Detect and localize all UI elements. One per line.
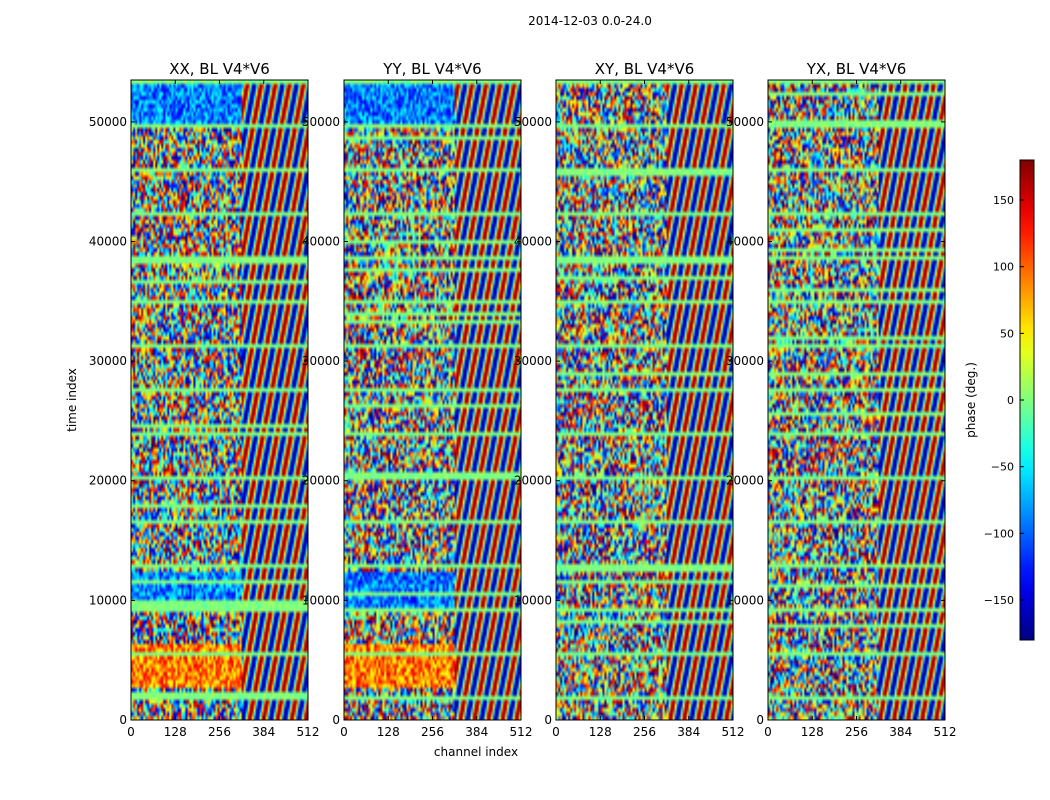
- colorbar-tick-label: 100: [993, 261, 1014, 274]
- x-tick-label: 256: [208, 725, 231, 739]
- panel-title: YX, BL V4*V6: [806, 60, 907, 78]
- y-tick-label: 10000: [89, 593, 127, 607]
- y-tick-label: 10000: [726, 593, 764, 607]
- x-tick-label: 256: [421, 725, 444, 739]
- figure-title: 2014-12-03 0.0-24.0: [528, 14, 652, 28]
- x-tick-label: 384: [465, 725, 488, 739]
- panel-heatmap: [131, 80, 308, 720]
- x-tick-label: 512: [510, 725, 533, 739]
- x-tick-label: 512: [934, 725, 957, 739]
- y-tick-label: 40000: [89, 234, 127, 248]
- x-tick-label: 0: [764, 725, 772, 739]
- x-tick-label: 128: [589, 725, 612, 739]
- panel-title: YY, BL V4*V6: [382, 60, 481, 78]
- colorbar-label: phase (deg.): [964, 362, 978, 438]
- y-tick-label: 0: [119, 713, 127, 727]
- panel-title: XY, BL V4*V6: [595, 60, 695, 78]
- panel-1: YY, BL V4*V6 0 128 256 384 512 0 10000 20000 3000…: [302, 60, 533, 739]
- x-tick-label: 256: [633, 725, 656, 739]
- y-tick-label: 20000: [514, 474, 552, 488]
- x-axis-label: channel index: [434, 745, 518, 759]
- y-tick-label: 30000: [89, 354, 127, 368]
- colorbar-tick-label: 150: [993, 194, 1014, 207]
- x-tick-label: 256: [845, 725, 868, 739]
- x-tick-label: 128: [164, 725, 187, 739]
- x-tick-label: 0: [127, 725, 135, 739]
- x-tick-label: 0: [552, 725, 560, 739]
- x-tick-label: 128: [801, 725, 824, 739]
- y-tick-label: 50000: [302, 115, 340, 129]
- y-tick-label: 30000: [514, 354, 552, 368]
- y-tick-label: 50000: [514, 115, 552, 129]
- y-tick-label: 0: [332, 713, 340, 727]
- y-tick-label: 50000: [726, 115, 764, 129]
- panel-3: YX, BL V4*V6 0 128 256 384 512 0 10000 20000 3000…: [726, 60, 957, 739]
- x-tick-label: 384: [889, 725, 912, 739]
- panel-2: XY, BL V4*V6 0 128 256 384 512 0 10000 20000 3000…: [514, 60, 745, 739]
- y-tick-label: 40000: [726, 234, 764, 248]
- y-tick-label: 50000: [89, 115, 127, 129]
- panel-title: XX, BL V4*V6: [169, 60, 270, 78]
- y-tick-label: 20000: [89, 474, 127, 488]
- y-tick-label: 30000: [302, 354, 340, 368]
- y-tick-label: 40000: [302, 234, 340, 248]
- y-tick-label: 10000: [302, 593, 340, 607]
- x-tick-label: 512: [297, 725, 320, 739]
- y-tick-label: 30000: [726, 354, 764, 368]
- y-tick-label: 10000: [514, 593, 552, 607]
- y-axis-label: time index: [65, 368, 79, 432]
- panel-heatmap: [556, 80, 733, 720]
- colorbar-tick-label: −150: [984, 594, 1014, 607]
- colorbar-tick-label: −50: [991, 461, 1014, 474]
- x-tick-label: 384: [677, 725, 700, 739]
- colorbar-tick-label: −100: [984, 527, 1014, 540]
- panel-heatmap: [344, 80, 521, 720]
- y-tick-label: 20000: [302, 474, 340, 488]
- x-tick-label: 128: [377, 725, 400, 739]
- y-tick-label: 0: [544, 713, 552, 727]
- y-tick-label: 20000: [726, 474, 764, 488]
- x-tick-label: 384: [252, 725, 275, 739]
- colorbar-tick-label: 0: [1007, 394, 1014, 407]
- panel-heatmap: [768, 80, 945, 720]
- x-tick-label: 512: [722, 725, 745, 739]
- y-tick-label: 0: [756, 713, 764, 727]
- x-tick-label: 0: [340, 725, 348, 739]
- colorbar-tick-label: 50: [1000, 327, 1014, 340]
- y-tick-label: 40000: [514, 234, 552, 248]
- panel-0: XX, BL V4*V6 0 128 256 384 512 0 10000 20000 3000…: [89, 60, 320, 739]
